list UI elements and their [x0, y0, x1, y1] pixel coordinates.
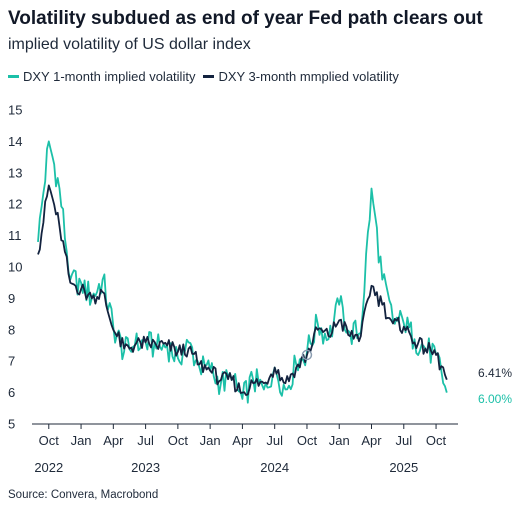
chart-subtitle: implied volatility of US dollar index [8, 36, 251, 53]
y-tick-label: 5 [8, 417, 15, 432]
x-tick-label: Jan [71, 433, 92, 448]
x-year-label: 2025 [389, 460, 418, 475]
chart-source: Source: Convera, Macrobond [8, 489, 159, 501]
legend-label-1m: DXY 1-month implied volatility [23, 69, 196, 84]
y-tick-label: 7 [8, 354, 15, 369]
x-tick-label: Apr [232, 433, 253, 448]
x-tick-label: Jul [266, 433, 283, 448]
series-line-3m [37, 184, 448, 396]
y-tick-label: 6 [8, 385, 15, 400]
y-tick-label: 12 [8, 197, 22, 212]
x-tick-label: Jul [137, 433, 154, 448]
x-tick-label: Oct [39, 433, 60, 448]
y-tick-label: 14 [8, 134, 22, 149]
legend-swatch-3m [203, 75, 215, 78]
annotation-marker [301, 349, 313, 361]
x-tick-label: Jul [395, 433, 412, 448]
legend-item-1m: DXY 1-month implied volatility [8, 69, 195, 84]
x-tick-label: Oct [168, 433, 189, 448]
x-year-label: 2024 [260, 460, 289, 475]
x-tick-label: Apr [361, 433, 382, 448]
chart-title: Volatility subdued as end of year Fed pa… [8, 8, 483, 29]
y-tick-label: 8 [8, 322, 15, 337]
x-tick-label: Jan [329, 433, 350, 448]
legend-swatch-1m [8, 75, 19, 78]
x-year-label: 2022 [34, 460, 63, 475]
x-tick-label: Jan [200, 433, 221, 448]
x-tick-label: Oct [426, 433, 447, 448]
y-tick-label: 13 [8, 165, 22, 180]
x-tick-label: Apr [103, 433, 124, 448]
x-tick-label: Oct [297, 433, 318, 448]
end-label-3m: 6.41% [478, 366, 512, 380]
y-tick-label: 10 [8, 260, 22, 275]
legend-item-3m: DXY 3-month mmplied volatility [203, 69, 399, 84]
legend-label-3m: DXY 3-month mmplied volatility [218, 69, 399, 84]
chart-legend: DXY 1-month implied volatility DXY 3-mon… [8, 69, 407, 84]
y-tick-label: 9 [8, 291, 15, 306]
y-tick-label: 15 [8, 103, 22, 118]
series-line-1m [37, 140, 448, 404]
end-label-1m: 6.00% [478, 392, 512, 406]
y-tick-label: 11 [8, 228, 22, 243]
x-year-label: 2023 [131, 460, 160, 475]
